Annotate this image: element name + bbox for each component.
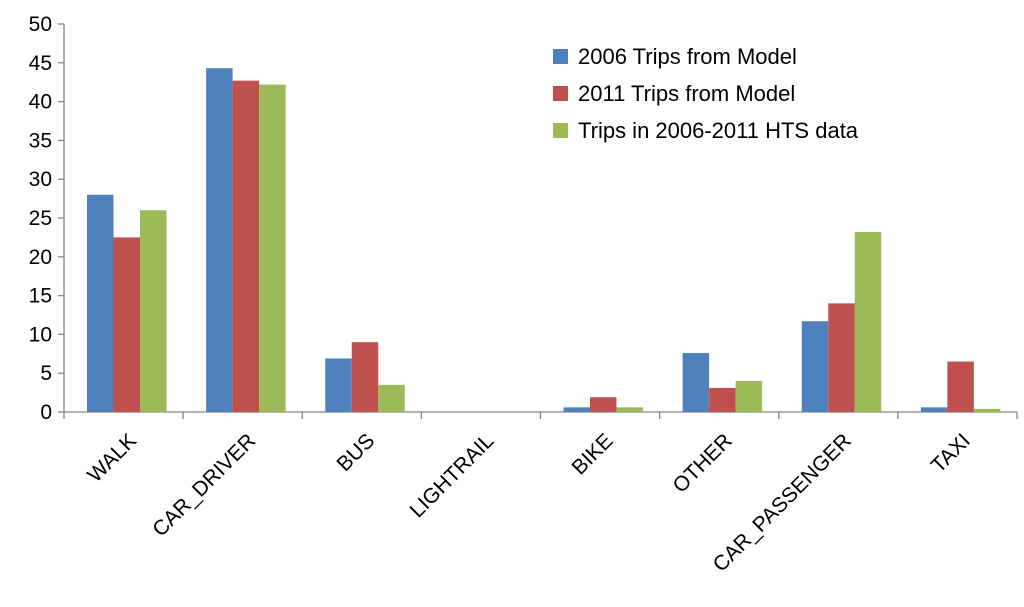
bar xyxy=(113,237,140,412)
bar xyxy=(682,353,710,412)
y-tick-label: 40 xyxy=(29,91,52,114)
bar xyxy=(947,361,974,412)
bar xyxy=(616,407,643,412)
bar xyxy=(351,342,379,412)
bar xyxy=(259,84,286,412)
y-tick-label: 45 xyxy=(29,52,52,75)
bar xyxy=(87,194,114,412)
bar xyxy=(206,68,233,413)
bar xyxy=(973,408,1001,412)
bar xyxy=(854,231,882,412)
y-tick-label: 10 xyxy=(29,323,52,346)
x-category-label: TAXI xyxy=(927,429,975,477)
bar xyxy=(709,387,736,412)
legend-swatch xyxy=(553,123,568,138)
y-tick-label: 30 xyxy=(29,168,52,191)
y-tick-label: 20 xyxy=(29,246,52,269)
bar xyxy=(920,407,948,412)
x-category-label: WALK xyxy=(83,429,141,487)
legend: 2006 Trips from Model 2011 Trips from Mod… xyxy=(553,44,859,143)
x-axis: WALK CAR_DRIVER BUS LIGHTRAIL BIKE OTHERCAR_P… xyxy=(63,411,1018,576)
bar xyxy=(378,384,405,412)
bar xyxy=(735,380,763,412)
y-tick-label: 0 xyxy=(40,401,52,424)
bar xyxy=(590,397,617,412)
x-category-label: LIGHTRAIL xyxy=(405,429,498,522)
legend-entry-label: Trips in 2006-2011 HTS data xyxy=(578,118,859,143)
x-category-label: BIKE xyxy=(567,429,617,479)
legend-entry-label: 2006 Trips from Model xyxy=(578,44,797,69)
y-tick-label: 35 xyxy=(29,129,52,152)
y-tick-label: 15 xyxy=(29,285,52,308)
legend-swatch xyxy=(553,86,568,101)
y-tick-label: 25 xyxy=(29,207,52,230)
x-category-label: CAR_DRIVER xyxy=(148,429,260,541)
bar xyxy=(232,80,260,412)
y-tick-label: 50 xyxy=(29,13,52,36)
x-category-label: OTHER xyxy=(668,429,736,497)
bar xyxy=(801,321,829,412)
bars xyxy=(87,68,1001,413)
legend-entry-label: 2011 Trips from Model xyxy=(578,81,795,106)
bar xyxy=(140,210,167,412)
bar xyxy=(828,303,855,412)
legend-swatch xyxy=(553,49,568,64)
x-category-label: BUS xyxy=(333,429,380,476)
y-axis: 0 5 10 15 20 25 30 35 40 45 50 xyxy=(29,13,65,424)
bar xyxy=(325,358,352,412)
bar xyxy=(563,407,590,412)
y-tick-label: 5 xyxy=(40,362,52,385)
